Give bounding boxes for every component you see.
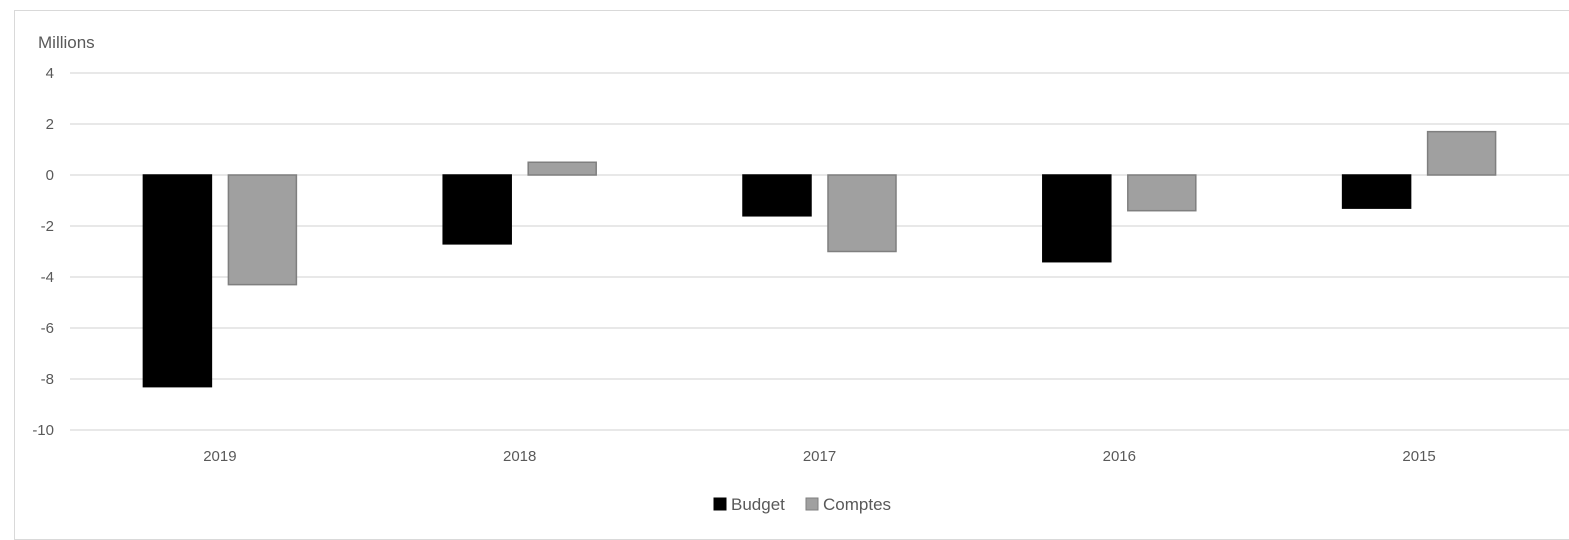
bar-budget-2016 xyxy=(1042,174,1112,263)
x-tick-label: 2019 xyxy=(203,448,236,465)
x-tick-label: 2015 xyxy=(1402,448,1435,465)
y-tick-label: 4 xyxy=(46,65,54,82)
bar-budget-2018 xyxy=(442,174,512,245)
x-axis-tick-labels: 2019 2018 2017 2016 2015 xyxy=(203,448,1436,465)
gridlines xyxy=(70,72,1569,431)
x-tick-label: 2018 xyxy=(503,448,536,465)
bar-comptes-2017 xyxy=(827,174,897,253)
legend-label-budget: Budget xyxy=(731,495,785,514)
y-tick-label: -4 xyxy=(41,269,54,286)
y-tick-label: 0 xyxy=(46,167,54,184)
y-tick-label: -6 xyxy=(41,320,54,337)
x-tick-label: 2016 xyxy=(1103,448,1136,465)
y-tick-label: -8 xyxy=(41,371,54,388)
bar-budget-2017 xyxy=(742,174,812,217)
bar-comptes-2016 xyxy=(1127,174,1197,212)
bar-comptes-2019 xyxy=(227,174,298,286)
unit-label: Millions xyxy=(38,33,95,52)
bars xyxy=(142,130,1497,388)
bar-comptes-2015 xyxy=(1426,130,1497,176)
y-tick-label: -10 xyxy=(32,422,54,439)
bar-budget-2019 xyxy=(142,174,213,388)
legend: Budget Comptes xyxy=(713,495,891,514)
legend-label-comptes: Comptes xyxy=(823,495,891,514)
y-axis-tick-labels: 4 2 0 -2 -4 -6 -8 -10 xyxy=(32,65,54,439)
legend-swatch-comptes xyxy=(805,497,819,511)
y-tick-label: -2 xyxy=(41,218,54,235)
bar-comptes-2018 xyxy=(527,161,597,176)
x-tick-label: 2017 xyxy=(803,448,836,465)
legend-swatch-budget xyxy=(713,497,727,511)
bar-budget-2015 xyxy=(1341,174,1412,209)
y-tick-label: 2 xyxy=(46,116,54,133)
